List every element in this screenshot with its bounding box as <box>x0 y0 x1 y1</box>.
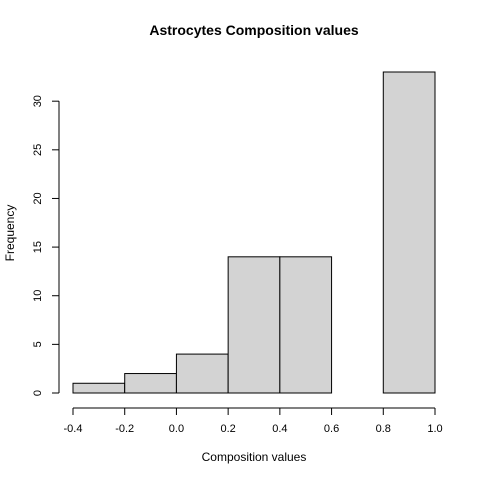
x-tick-label: -0.4 <box>64 423 83 435</box>
x-tick-label: 1.0 <box>427 423 442 435</box>
histogram-bar <box>279 256 333 394</box>
x-tick-label: -0.2 <box>115 423 134 435</box>
y-axis-label: Frequency <box>3 205 17 262</box>
bars-group <box>72 71 436 394</box>
histogram-bar <box>72 382 126 394</box>
histogram-bar <box>175 353 229 394</box>
x-tick-label: 0.4 <box>272 423 287 435</box>
histogram-bar <box>382 71 436 394</box>
x-axis-label: Composition values <box>202 450 307 464</box>
x-tick-label: 0.8 <box>376 423 391 435</box>
y-tick-label: 30 <box>32 95 44 107</box>
y-tick-label: 20 <box>32 192 44 204</box>
y-tick-label: 5 <box>32 341 44 347</box>
histogram-bar <box>124 373 177 394</box>
y-axis: 0 5 10 15 20 25 30 <box>32 95 60 396</box>
y-tick-label: 15 <box>32 241 44 253</box>
x-tick-label: 0.0 <box>169 423 184 435</box>
y-tick-label: 0 <box>32 390 44 396</box>
y-tick-label: 10 <box>32 290 44 302</box>
x-axis: -0.4 -0.2 0.0 0.2 0.4 0.6 0.8 1.0 <box>64 407 443 435</box>
x-tick-label: 0.2 <box>220 423 235 435</box>
histogram-bar <box>227 256 281 394</box>
y-tick-label: 25 <box>32 144 44 156</box>
x-tick-label: 0.6 <box>324 423 339 435</box>
chart-title: Astrocytes Composition values <box>149 22 358 38</box>
